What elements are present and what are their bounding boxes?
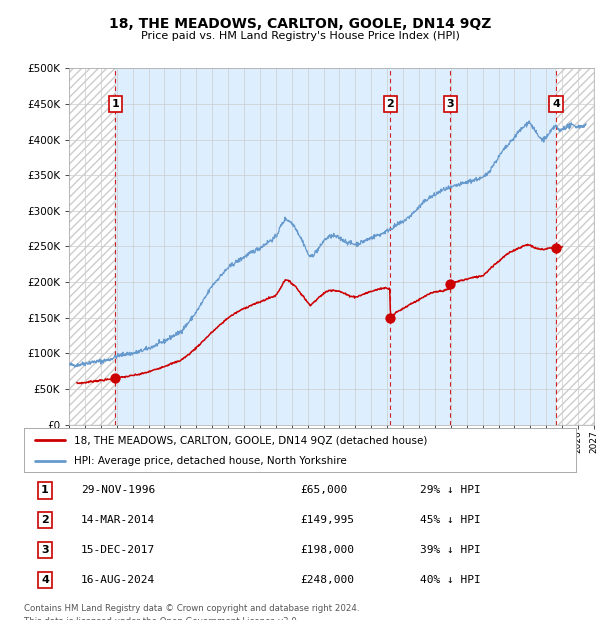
Bar [115,68,556,425]
Text: 15-DEC-2017: 15-DEC-2017 [81,545,155,555]
Text: Contains HM Land Registry data © Crown copyright and database right 2024.: Contains HM Land Registry data © Crown c… [24,603,359,613]
Text: 40% ↓ HPI: 40% ↓ HPI [420,575,481,585]
Text: This data is licensed under the Open Government Licence v3.0.: This data is licensed under the Open Gov… [24,617,299,620]
Text: 29% ↓ HPI: 29% ↓ HPI [420,485,481,495]
Text: 14-MAR-2014: 14-MAR-2014 [81,515,155,525]
Text: 3: 3 [446,99,454,109]
Bar [69,68,115,425]
Bar [556,68,594,425]
Text: 4: 4 [41,575,49,585]
Text: 2: 2 [41,515,49,525]
Text: £248,000: £248,000 [300,575,354,585]
Text: 3: 3 [41,545,49,555]
Text: 2: 2 [386,99,394,109]
Text: HPI: Average price, detached house, North Yorkshire: HPI: Average price, detached house, Nort… [74,456,346,466]
Text: £65,000: £65,000 [300,485,347,495]
Point [110,373,120,383]
Text: 18, THE MEADOWS, CARLTON, GOOLE, DN14 9QZ: 18, THE MEADOWS, CARLTON, GOOLE, DN14 9Q… [109,17,491,32]
Text: 1: 1 [41,485,49,495]
Point [445,278,455,288]
Text: 18, THE MEADOWS, CARLTON, GOOLE, DN14 9QZ (detached house): 18, THE MEADOWS, CARLTON, GOOLE, DN14 9Q… [74,435,427,445]
Point [386,313,395,323]
Point [551,243,561,253]
Text: £198,000: £198,000 [300,545,354,555]
Text: 39% ↓ HPI: 39% ↓ HPI [420,545,481,555]
Text: 4: 4 [552,99,560,109]
Text: Price paid vs. HM Land Registry's House Price Index (HPI): Price paid vs. HM Land Registry's House … [140,31,460,41]
Text: 16-AUG-2024: 16-AUG-2024 [81,575,155,585]
Text: 29-NOV-1996: 29-NOV-1996 [81,485,155,495]
Text: 45% ↓ HPI: 45% ↓ HPI [420,515,481,525]
Text: 1: 1 [112,99,119,109]
Text: £149,995: £149,995 [300,515,354,525]
